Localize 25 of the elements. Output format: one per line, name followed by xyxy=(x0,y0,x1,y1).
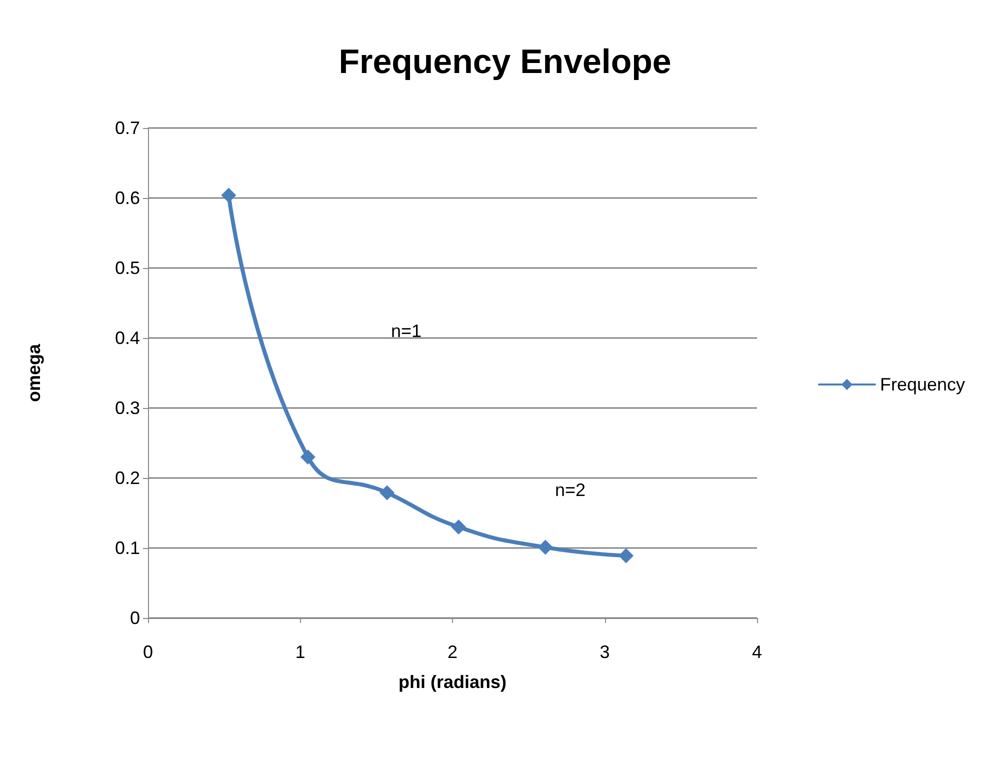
annotation: n=1 xyxy=(391,321,422,341)
x-axis-title: phi (radians) xyxy=(398,672,507,692)
y-tick-label: 0.5 xyxy=(114,258,140,278)
y-tick-label: 0.3 xyxy=(114,398,140,418)
y-tick-label: 0.7 xyxy=(114,118,140,138)
point xyxy=(451,520,466,534)
point xyxy=(300,450,316,464)
y-tick-label: 0.6 xyxy=(114,188,140,208)
point xyxy=(618,548,634,564)
chart-title: Frequency Envelope xyxy=(338,43,672,81)
y-axis-title: omega xyxy=(24,343,44,402)
annotation: n=2 xyxy=(555,480,586,500)
x-tick-label: 2 xyxy=(447,642,458,662)
y-tick-label: 0 xyxy=(130,608,140,628)
y-tick-label: 0.4 xyxy=(114,328,140,348)
point xyxy=(380,485,395,500)
x-tick-label: 1 xyxy=(295,642,306,662)
y-tick-label: 0.2 xyxy=(114,468,140,488)
y-tick-label: 0.1 xyxy=(114,538,140,558)
point xyxy=(538,540,553,555)
x-tick-label: 4 xyxy=(752,642,762,662)
x-tick-label: 3 xyxy=(600,642,610,662)
point xyxy=(221,188,236,203)
legend-label: Frequency xyxy=(880,374,966,394)
x-tick-label: 0 xyxy=(142,642,154,662)
